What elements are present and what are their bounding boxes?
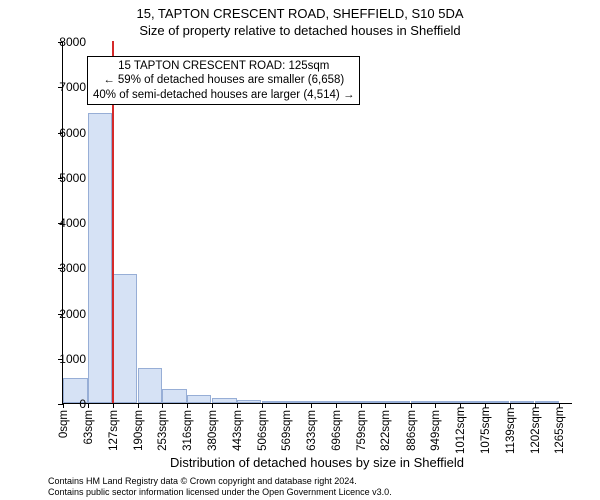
x-tick [113, 403, 114, 408]
x-tick-label: 380sqm [207, 410, 219, 454]
x-tick-label: 63sqm [83, 410, 95, 454]
bar [411, 401, 436, 403]
x-tick-label: 1202sqm [530, 410, 542, 454]
bar [485, 401, 510, 403]
bar [336, 401, 361, 403]
x-tick-label: 316sqm [182, 410, 194, 454]
bar [262, 401, 287, 403]
callout-line3: 40% of semi-detached houses are larger (… [93, 88, 354, 102]
x-tick [411, 403, 412, 408]
bar [162, 389, 187, 403]
x-tick-label: 696sqm [331, 410, 343, 454]
bar [510, 401, 535, 403]
x-tick-label: 253sqm [157, 410, 169, 454]
x-tick-label: 822sqm [380, 410, 392, 454]
bar [286, 401, 311, 403]
bar [88, 113, 113, 403]
x-tick-label: 1139sqm [505, 410, 517, 454]
x-tick-label: 506sqm [257, 410, 269, 454]
footer-attribution: Contains HM Land Registry data © Crown c… [48, 476, 392, 497]
x-tick-label: 1265sqm [554, 410, 566, 454]
bar [212, 398, 237, 403]
chart-subtitle: Size of property relative to detached ho… [0, 23, 600, 38]
x-tick-label: 443sqm [232, 410, 244, 454]
chart-title: 15, TAPTON CRESCENT ROAD, SHEFFIELD, S10… [0, 6, 600, 21]
y-tick-label: 4000 [59, 216, 86, 230]
footer-line1: Contains HM Land Registry data © Crown c… [48, 476, 392, 486]
x-tick [286, 403, 287, 408]
bar [435, 401, 460, 403]
x-tick-label: 0sqm [58, 410, 70, 454]
x-tick [212, 403, 213, 408]
bar [187, 395, 212, 403]
chart-container: 15, TAPTON CRESCENT ROAD, SHEFFIELD, S10… [0, 0, 600, 500]
x-tick-label: 886sqm [406, 410, 418, 454]
x-tick-label: 1012sqm [455, 410, 467, 454]
x-tick [435, 403, 436, 408]
x-axis-label: Distribution of detached houses by size … [62, 455, 572, 470]
bar [460, 401, 485, 403]
x-tick [162, 403, 163, 408]
bar [311, 401, 336, 403]
x-tick-label: 190sqm [133, 410, 145, 454]
plot-area: 15 TAPTON CRESCENT ROAD: 125sqm ← 59% of… [62, 42, 572, 404]
y-tick-label: 8000 [59, 35, 86, 49]
callout-line2: ← 59% of detached houses are smaller (6,… [93, 73, 354, 87]
y-tick-label: 7000 [59, 80, 86, 94]
x-tick [138, 403, 139, 408]
y-tick-label: 0 [79, 397, 86, 411]
y-tick-label: 3000 [59, 261, 86, 275]
y-tick-label: 1000 [59, 352, 86, 366]
x-tick [237, 403, 238, 408]
x-tick-label: 759sqm [356, 410, 368, 454]
bar [535, 401, 560, 403]
x-tick [385, 403, 386, 408]
bar [385, 401, 410, 403]
x-tick-label: 127sqm [108, 410, 120, 454]
y-tick-label: 6000 [59, 126, 86, 140]
callout-line1: 15 TAPTON CRESCENT ROAD: 125sqm [93, 59, 354, 73]
x-tick [63, 403, 64, 408]
x-tick [361, 403, 362, 408]
x-tick-label: 569sqm [281, 410, 293, 454]
y-tick-label: 5000 [59, 171, 86, 185]
property-callout: 15 TAPTON CRESCENT ROAD: 125sqm ← 59% of… [87, 56, 360, 105]
x-tick [187, 403, 188, 408]
y-tick-label: 2000 [59, 307, 86, 321]
x-tick-label: 633sqm [306, 410, 318, 454]
x-tick [311, 403, 312, 408]
x-tick [262, 403, 263, 408]
x-tick [88, 403, 89, 408]
bar [237, 400, 262, 403]
x-tick-label: 949sqm [430, 410, 442, 454]
bar [113, 274, 138, 403]
bar [361, 401, 386, 403]
x-tick [336, 403, 337, 408]
x-tick-label: 1075sqm [480, 410, 492, 454]
footer-line2: Contains public sector information licen… [48, 487, 392, 497]
bar [138, 368, 163, 403]
